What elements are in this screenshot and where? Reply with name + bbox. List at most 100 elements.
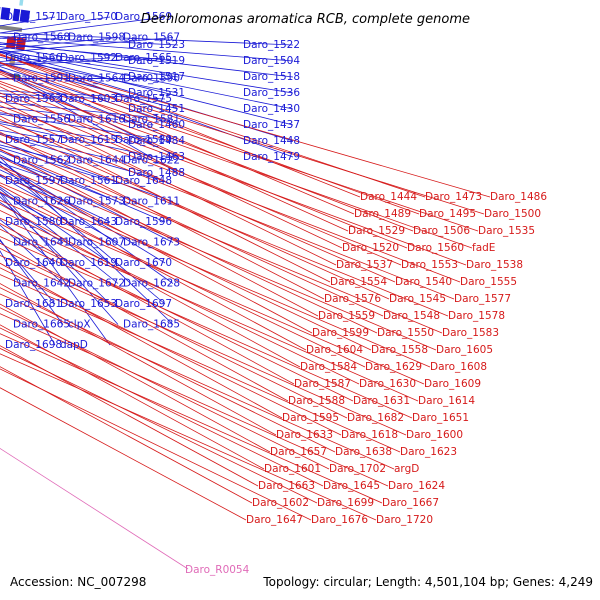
gene-label[interactable]: Daro_1536 — [243, 87, 300, 99]
gene-label[interactable]: Daro_1589 — [115, 134, 172, 146]
gene-label[interactable]: Daro_1603 — [60, 93, 117, 105]
gene-label[interactable]: Daro_1676 — [311, 514, 368, 526]
gene-label[interactable]: Daro_1545 — [389, 293, 446, 305]
gene-label[interactable]: Daro_1601 — [264, 463, 321, 475]
gene-label[interactable]: Daro_1699 — [317, 497, 374, 509]
gene-label[interactable]: Daro_1698 — [5, 339, 62, 351]
gene-label[interactable]: Daro_1537 — [336, 259, 393, 271]
gene-label[interactable]: Daro_1451 — [128, 103, 185, 115]
gene-label[interactable]: clpX — [68, 319, 91, 331]
gene-label[interactable]: Daro_1575 — [115, 93, 172, 105]
gene-label[interactable]: Daro_1518 — [243, 71, 300, 83]
gene-label[interactable]: Daro_1720 — [376, 514, 433, 526]
gene-label[interactable]: Daro_1663 — [258, 480, 315, 492]
gene-label[interactable]: Daro_1448 — [243, 135, 300, 147]
gene-label[interactable]: Daro_1460 — [128, 119, 185, 131]
gene-label[interactable]: Daro_1588 — [288, 395, 345, 407]
gene-label[interactable]: Daro_1535 — [478, 225, 535, 237]
gene-label[interactable]: Daro_1563 — [5, 93, 62, 105]
gene-label[interactable]: Daro_1548 — [383, 310, 440, 322]
gene-label[interactable]: Daro_1522 — [243, 39, 300, 51]
gene-label[interactable]: Daro_1583 — [442, 327, 499, 339]
gene-label[interactable]: Daro_1573 — [68, 196, 125, 208]
gene-label[interactable]: Daro_1437 — [243, 119, 300, 131]
gene-label[interactable]: Daro_1598 — [68, 32, 125, 44]
gene-label[interactable]: Daro_1600 — [406, 429, 463, 441]
gene-label[interactable]: Daro_1607 — [68, 237, 125, 249]
gene-label[interactable]: Daro_1486 — [490, 191, 547, 203]
gene-label[interactable]: dapD — [60, 339, 88, 351]
gene-label[interactable]: Daro_1647 — [246, 514, 303, 526]
gene-label[interactable]: Daro_1595 — [282, 412, 339, 424]
gene-label[interactable]: Daro_1685 — [123, 319, 180, 331]
gene-label[interactable]: Daro_1591 — [13, 73, 70, 85]
gene-label[interactable]: Daro_1489 — [354, 208, 411, 220]
gene-label[interactable]: Daro_1504 — [243, 55, 300, 67]
gene-label[interactable]: Daro_1602 — [252, 497, 309, 509]
gene-label[interactable]: Daro_1581 — [123, 114, 180, 126]
gene-label[interactable]: Daro_1609 — [424, 378, 481, 390]
gene-label[interactable]: Daro_1578 — [448, 310, 505, 322]
gene-label[interactable]: Daro_1517 — [128, 71, 185, 83]
gene-label[interactable]: Daro_1554 — [330, 276, 387, 288]
gene-label[interactable]: Daro_1645 — [323, 480, 380, 492]
gene-label[interactable]: Daro_1681 — [5, 298, 62, 310]
gene-label[interactable]: Daro_1616 — [68, 114, 125, 126]
gene-label[interactable]: Daro_1667 — [382, 497, 439, 509]
gene-label[interactable]: Daro_1479 — [243, 151, 300, 163]
gene-label[interactable]: Daro_1630 — [359, 378, 416, 390]
gene-label[interactable]: Daro_1430 — [243, 103, 300, 115]
gene-label[interactable]: Daro_1702 — [329, 463, 386, 475]
gene-label[interactable]: Daro_1562 — [13, 155, 70, 167]
gene-label[interactable]: Daro_1553 — [401, 259, 458, 271]
gene-label[interactable]: Daro_1672 — [68, 278, 125, 290]
gene-label[interactable]: Daro_1657 — [270, 446, 327, 458]
gene-label[interactable]: Daro_1640 — [5, 257, 62, 269]
gene-label[interactable]: Daro_1608 — [430, 361, 487, 373]
gene-label[interactable]: Daro_1597 — [5, 175, 62, 187]
gene-label[interactable]: Daro_1638 — [335, 446, 392, 458]
gene-label[interactable]: Daro_1488 — [128, 167, 185, 179]
gene-label[interactable]: Daro_1559 — [318, 310, 375, 322]
gene-label[interactable]: Daro_1624 — [388, 480, 445, 492]
gene-label[interactable]: Daro_1495 — [419, 208, 476, 220]
gene-label[interactable]: argD — [394, 463, 419, 475]
gene-label[interactable]: Daro_1567 — [123, 32, 180, 44]
gene-label[interactable]: Daro_1615 — [60, 134, 117, 146]
gene-label[interactable]: Daro_1584 — [300, 361, 357, 373]
gene-label[interactable]: Daro_1571 — [5, 11, 62, 23]
gene-label[interactable]: Daro_1587 — [294, 378, 351, 390]
gene-label[interactable]: Daro_1641 — [13, 237, 70, 249]
gene-label[interactable]: Daro_1473 — [425, 191, 482, 203]
gene-label[interactable]: Daro_1564 — [68, 73, 125, 85]
gene-label[interactable]: Daro_1540 — [395, 276, 452, 288]
gene-label[interactable]: Daro_1558 — [371, 344, 428, 356]
gene-label[interactable]: Daro_1557 — [5, 134, 62, 146]
gene-label[interactable]: Daro_1673 — [123, 237, 180, 249]
gene-label[interactable]: Daro_1648 — [115, 175, 172, 187]
gene-label[interactable]: Daro_1642 — [13, 278, 70, 290]
gene-label[interactable]: Daro_1618 — [341, 429, 398, 441]
gene-label[interactable]: Daro_1653 — [60, 298, 117, 310]
gene-label[interactable]: Daro_1576 — [324, 293, 381, 305]
gene-label[interactable]: Daro_1643 — [60, 216, 117, 228]
gene-label[interactable]: Daro_1568 — [13, 32, 70, 44]
gene-label[interactable]: Daro_1555 — [460, 276, 517, 288]
gene-label[interactable]: Daro_1629 — [365, 361, 422, 373]
gene-label[interactable]: Daro_1665 — [13, 319, 70, 331]
gene-label[interactable]: Daro_1604 — [306, 344, 363, 356]
gene-label[interactable]: Daro_1628 — [123, 278, 180, 290]
gene-label[interactable]: Daro_1626 — [13, 196, 70, 208]
gene-label[interactable]: Daro_1519 — [128, 55, 185, 67]
gene-label[interactable]: Daro_1444 — [360, 191, 417, 203]
gene-label[interactable]: Daro_1614 — [418, 395, 475, 407]
gene-label[interactable]: Daro_1577 — [454, 293, 511, 305]
gene-label[interactable]: Daro_1520 — [342, 242, 399, 254]
gene-label[interactable]: Daro_1523 — [128, 39, 185, 51]
gene-label[interactable]: Daro_1566 — [5, 52, 62, 64]
gene-label[interactable]: Daro_1531 — [128, 87, 185, 99]
gene-label[interactable]: Daro_1529 — [348, 225, 405, 237]
gene-label[interactable]: Daro_1631 — [353, 395, 410, 407]
gene-label[interactable]: Daro_R0054 — [185, 564, 250, 576]
gene-label[interactable]: Daro_1580 — [5, 216, 62, 228]
